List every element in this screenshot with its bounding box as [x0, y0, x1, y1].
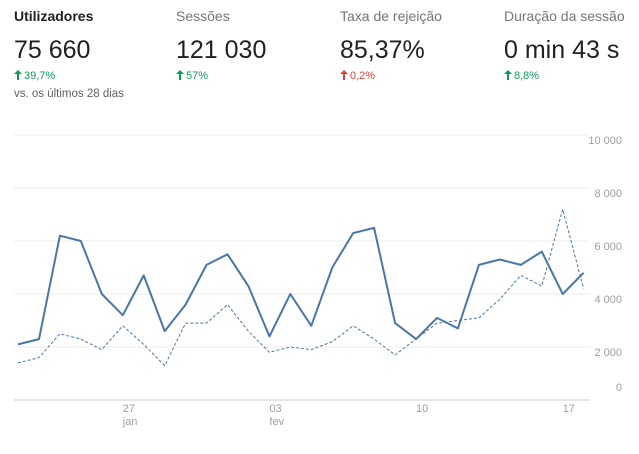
- arrow-icon: [14, 70, 22, 80]
- metric: Sessões 121 030 57%: [176, 8, 326, 86]
- change-value: 8,8%: [514, 70, 540, 82]
- change-value: 57%: [186, 70, 209, 82]
- y-tick-label: 0: [616, 382, 622, 394]
- y-tick-label: 6 000: [594, 241, 622, 253]
- metric-value: 75 660: [14, 36, 91, 64]
- y-tick-label: 10 000: [588, 135, 622, 147]
- arrow-icon: [176, 70, 184, 80]
- x-tick-label: 03 fev: [269, 403, 284, 428]
- metric-title: Taxa de rejeição: [340, 8, 442, 24]
- y-tick-label: 4 000: [594, 294, 622, 306]
- arrow-icon: [340, 70, 348, 80]
- change-value: 0,2%: [350, 70, 376, 82]
- trend-arrow: [176, 70, 186, 82]
- x-tick-label: 17: [563, 403, 575, 415]
- metric-title: Sessões: [176, 8, 230, 24]
- y-tick-label: 8 000: [594, 188, 622, 200]
- metric-title: Duração da sessão: [504, 8, 625, 24]
- series-line: [17, 208, 585, 367]
- series-line: [17, 226, 585, 346]
- metric-change: 8,8%: [504, 70, 639, 86]
- x-tick-label-line: 27: [123, 403, 135, 415]
- metric-note: vs. os últimos 28 dias: [14, 88, 124, 100]
- metric-value: 0 min 43 s: [504, 36, 620, 64]
- trend-arrow: [504, 70, 514, 82]
- metric-change: 57%: [176, 70, 326, 86]
- trend-arrow: [340, 70, 350, 82]
- metric: Utilizadores 75 660 39,7% vs. os últimos 28…: [14, 8, 164, 102]
- metric-title: Utilizadores: [14, 8, 94, 24]
- x-tick-label-line: fev: [269, 416, 284, 428]
- metric: Taxa de rejeição 85,37% 0,2%: [340, 8, 490, 86]
- arrow-icon: [504, 70, 512, 80]
- metric: Duração da sessão 0 min 43 s 8,8%: [504, 8, 639, 86]
- x-tick-label-line: jan: [122, 416, 138, 428]
- change-value: 39,7%: [24, 70, 56, 82]
- trend-arrow: [14, 70, 24, 82]
- x-tick-label-line: 03: [269, 403, 281, 415]
- x-tick-label-line: 17: [563, 403, 575, 415]
- metric-change: 39,7%: [14, 70, 164, 86]
- metric-value: 121 030: [176, 36, 267, 64]
- metric-change: 0,2%: [340, 70, 490, 86]
- x-tick-label: 10: [416, 403, 428, 415]
- x-tick-label: 27 jan: [122, 403, 138, 428]
- x-tick-label-line: 10: [416, 403, 428, 415]
- metric-value: 85,37%: [340, 36, 425, 64]
- y-tick-label: 2 000: [594, 347, 622, 359]
